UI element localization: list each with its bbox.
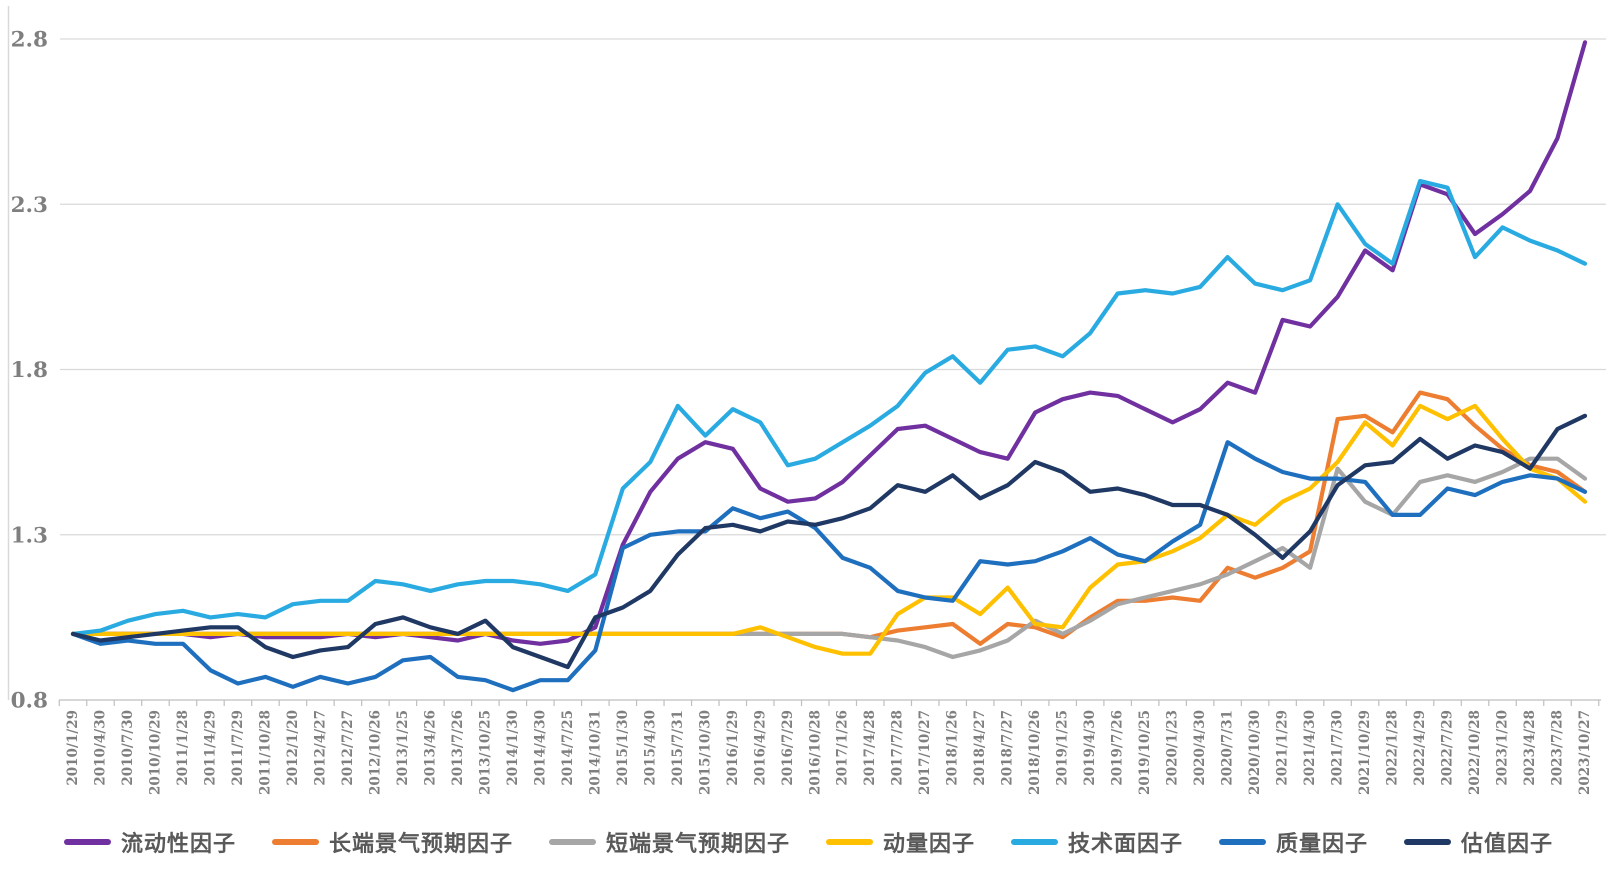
liquidity-factor-legend-label: 流动性因子 [120,831,236,856]
valuation-factor-legend-label: 估值因子 [1461,831,1554,856]
technical-factor-line [70,179,1588,637]
x-axis-tick-label: 2017/1/26 [835,710,851,786]
x-axis-tick-label: 2020/1/23 [1165,710,1181,786]
x-axis-tick-label: 2015/1/30 [615,710,631,786]
y-axis-tick-label: 1.8 [11,358,48,383]
legend-item-valuation-factor: 估值因子 [1404,826,1553,858]
y-axis-tick-label: 1.3 [11,523,48,548]
x-axis-tick-label: 2016/7/29 [780,710,796,786]
momentum-factor-line [70,403,1588,656]
x-axis-tick-label: 2018/10/26 [1027,710,1043,795]
x-axis-tick-label: 2016/1/29 [725,710,741,786]
x-axis-tick-label: 2019/7/26 [1110,710,1126,786]
x-axis-tick-label: 2013/10/25 [477,710,493,795]
y-axis-tick-label: 2.8 [11,28,48,53]
x-axis-tick-label: 2017/10/27 [917,710,933,795]
x-axis-tick-label: 2014/1/30 [505,710,521,786]
x-axis-tick-label: 2014/10/31 [587,710,603,795]
x-axis-tick-label: 2023/7/28 [1550,710,1566,786]
x-axis-tick-label: 2010/1/29 [65,710,81,786]
legend-item-long-term-sentiment-factor: 长端景气预期因子 [271,826,513,858]
x-axis-tick-label: 2021/7/30 [1330,710,1346,786]
x-axis-tick-label: 2015/4/30 [642,710,658,786]
legend-item-quality-factor: 质量因子 [1219,826,1368,858]
x-axis-tick-label: 2020/7/31 [1220,710,1236,786]
short-term-sentiment-factor-legend-swatch [548,839,596,845]
x-axis-tick-label: 2016/10/28 [807,710,823,795]
x-axis-tick-label: 2010/7/30 [120,710,136,786]
x-axis-tick-label: 2019/10/25 [1137,710,1153,795]
x-axis-tick-label: 2011/1/28 [175,710,191,786]
legend-item-momentum-factor: 动量因子 [825,826,975,858]
x-axis-tick-label: 2022/7/29 [1440,710,1456,786]
x-axis-tick-label: 2013/4/26 [422,710,438,786]
x-axis-tick-label: 2011/7/29 [230,710,246,786]
x-axis-tick-label: 2010/10/29 [147,710,163,795]
x-axis-tick-label: 2022/1/28 [1385,710,1401,786]
x-axis-tick-label: 2012/10/26 [367,710,383,795]
x-axis-tick-label: 2019/1/25 [1055,710,1071,786]
x-axis-tick-label: 2011/10/28 [257,710,273,795]
x-axis-tick-label: 2015/10/30 [697,710,713,795]
liquidity-factor-legend-swatch [63,839,111,845]
x-axis-tick-label: 2020/10/30 [1247,710,1263,795]
quality-factor-legend-swatch [1219,839,1267,845]
technical-factor-legend-swatch [1011,839,1058,845]
technical-factor-legend-label: 技术面因子 [1068,831,1184,856]
x-axis-tick-label: 2023/10/27 [1577,710,1593,795]
quality-factor-legend-label: 质量因子 [1276,831,1369,856]
chart-legend: 流动性因子 长端景气预期因子 短端景气预期因子 动量因子 技术面因子 质量因子 估值因子 [0,826,1617,858]
legend-item-technical-factor: 技术面因子 [1011,826,1183,858]
x-axis-tick-label: 2012/7/27 [340,710,356,786]
x-axis-tick-label: 2012/1/20 [285,710,301,786]
x-axis-tick-label: 2021/1/29 [1275,710,1291,786]
x-axis-tick-label: 2017/7/28 [890,710,906,786]
x-axis-tick-label: 2013/1/25 [395,710,411,786]
x-axis-tick-label: 2023/4/28 [1522,710,1538,786]
liquidity-factor-line [70,40,1588,646]
momentum-factor-legend-label: 动量因子 [882,831,975,856]
x-axis-tick-label: 2013/7/26 [450,710,466,786]
x-axis-tick-label: 2020/4/30 [1192,710,1208,786]
x-axis-tick-label: 2014/7/25 [560,710,576,786]
x-axis-tick-label: 2023/1/20 [1495,710,1511,786]
x-axis-tick-label: 2012/4/27 [312,710,328,786]
short-term-sentiment-factor-legend-label: 短端景气预期因子 [605,831,790,856]
y-axis-tick-label: 0.8 [11,689,48,714]
x-axis-tick-label: 2021/10/29 [1357,710,1373,795]
x-axis-tick-label: 2018/1/26 [945,710,961,786]
quality-factor-line [70,440,1588,693]
x-axis-tick-label: 2018/4/27 [972,710,988,786]
x-axis-tick-label: 2018/7/27 [1000,710,1016,786]
x-axis-tick-label: 2021/4/30 [1302,710,1318,786]
x-axis-tick-label: 2016/4/29 [752,710,768,786]
x-axis-tick-label: 2017/4/28 [862,710,878,786]
long-term-sentiment-factor-legend-swatch [271,839,319,845]
momentum-factor-legend-swatch [825,839,873,845]
x-axis-tick-label: 2022/10/28 [1467,710,1483,795]
valuation-factor-line [70,413,1588,670]
valuation-factor-legend-swatch [1404,839,1452,845]
x-axis-tick-label: 2011/4/29 [202,710,218,786]
y-axis-tick-label: 2.3 [11,193,48,218]
x-axis-tick-label: 2010/4/30 [92,710,108,786]
long-term-sentiment-factor-legend-label: 长端景气预期因子 [328,831,513,856]
x-axis-tick-label: 2019/4/30 [1082,710,1098,786]
legend-item-short-term-sentiment-factor: 短端景气预期因子 [548,826,790,858]
x-axis-tick-label: 2014/4/30 [532,710,548,786]
x-axis-tick-label: 2022/4/29 [1412,710,1428,786]
x-axis-tick-label: 2015/7/31 [670,710,686,786]
legend-item-liquidity-factor: 流动性因子 [63,826,236,858]
